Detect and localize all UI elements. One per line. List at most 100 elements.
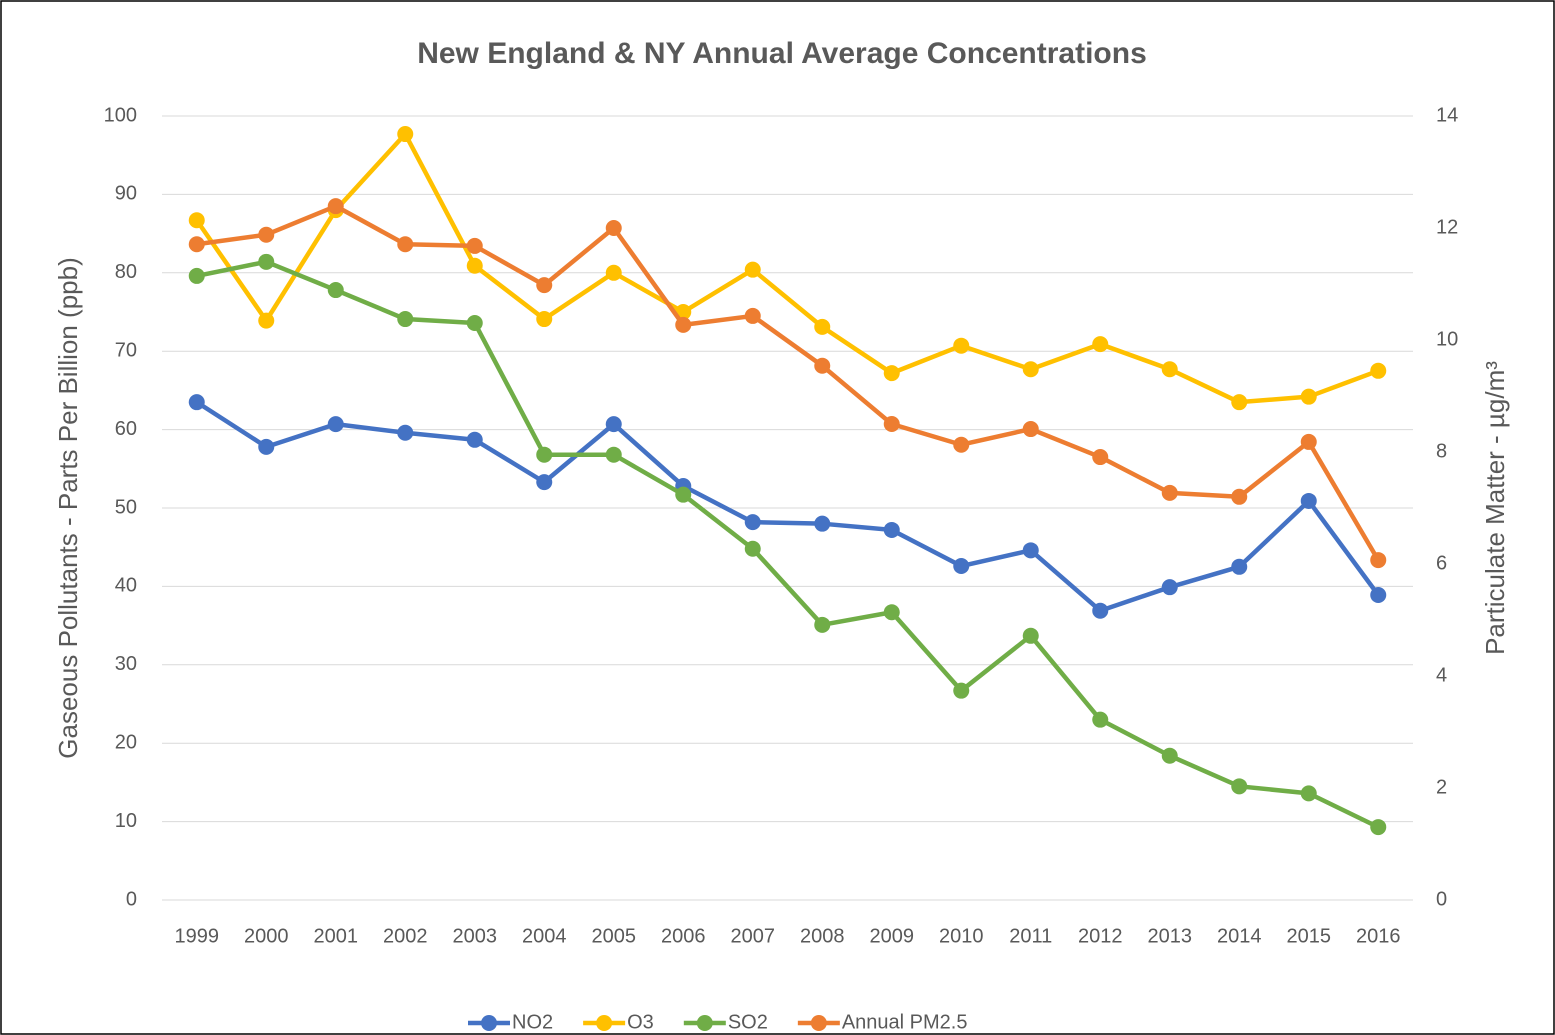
data-point bbox=[188, 212, 205, 229]
data-point bbox=[1022, 542, 1039, 559]
data-point bbox=[1370, 587, 1387, 604]
x-tick-label: 2009 bbox=[870, 925, 915, 947]
y2-tick-label: 8 bbox=[1436, 440, 1447, 462]
data-point bbox=[605, 264, 622, 281]
chart-title: New England & NY Annual Average Concentr… bbox=[417, 37, 1147, 70]
y-tick-label: 90 bbox=[115, 183, 137, 205]
data-point bbox=[397, 311, 414, 328]
legend-marker bbox=[696, 1015, 713, 1031]
data-point bbox=[466, 257, 483, 274]
data-point bbox=[536, 311, 553, 328]
data-point bbox=[1022, 627, 1039, 644]
data-point bbox=[1231, 558, 1248, 575]
data-point bbox=[1231, 488, 1248, 505]
y-tick-label: 60 bbox=[115, 418, 137, 440]
legend-marker bbox=[596, 1015, 613, 1031]
data-point bbox=[188, 394, 205, 411]
data-point bbox=[397, 236, 414, 253]
y-axis-title: Gaseous Pollutants - Parts Per Billion (… bbox=[53, 257, 83, 758]
y-tick-label: 70 bbox=[115, 339, 137, 361]
y-tick-label: 20 bbox=[115, 731, 137, 753]
x-tick-label: 2015 bbox=[1287, 925, 1332, 947]
y2-axis-title: Particulate Matter - µg/m³ bbox=[1480, 361, 1510, 655]
series-line bbox=[196, 203, 1381, 562]
y-tick-label: 30 bbox=[115, 653, 137, 675]
data-point bbox=[744, 540, 761, 557]
data-point bbox=[188, 236, 205, 253]
data-point bbox=[258, 438, 275, 455]
y2-tick-label: 2 bbox=[1436, 776, 1447, 798]
x-tick-label: 2006 bbox=[661, 925, 706, 947]
data-point bbox=[1231, 394, 1248, 411]
y-tick-label: 50 bbox=[115, 496, 137, 518]
data-point bbox=[1370, 552, 1387, 569]
data-point bbox=[1022, 361, 1039, 378]
data-point bbox=[1092, 602, 1109, 619]
x-tick-label: 2014 bbox=[1217, 925, 1262, 947]
y2-tick-label: 4 bbox=[1436, 664, 1447, 686]
series-line bbox=[195, 400, 1381, 613]
data-point bbox=[953, 558, 970, 575]
y-tick-label: 100 bbox=[104, 104, 137, 126]
series-line bbox=[196, 259, 1380, 830]
data-point bbox=[397, 424, 414, 441]
data-point bbox=[953, 436, 970, 453]
legend-label: SO2 bbox=[728, 1011, 768, 1033]
data-point bbox=[883, 604, 900, 621]
data-point bbox=[883, 521, 900, 538]
data-point bbox=[258, 226, 275, 243]
data-point bbox=[1092, 336, 1109, 353]
legend-marker bbox=[481, 1015, 497, 1031]
data-point bbox=[1300, 433, 1317, 450]
series-line bbox=[194, 131, 1380, 405]
data-point bbox=[814, 357, 831, 374]
data-point bbox=[188, 267, 205, 284]
x-tick-label: 2008 bbox=[800, 925, 845, 947]
data-point bbox=[605, 220, 622, 236]
data-point bbox=[1300, 785, 1317, 802]
data-point bbox=[814, 616, 831, 633]
data-point bbox=[744, 514, 761, 531]
data-point bbox=[605, 446, 622, 463]
x-tick-label: 2010 bbox=[939, 925, 984, 947]
data-point bbox=[1092, 711, 1109, 728]
data-point bbox=[327, 416, 344, 433]
y2-tick-label: 12 bbox=[1436, 216, 1458, 238]
x-tick-label: 2001 bbox=[314, 925, 359, 947]
x-tick-label: 2003 bbox=[453, 925, 498, 947]
data-point bbox=[744, 307, 761, 324]
data-point bbox=[1092, 449, 1109, 466]
data-point bbox=[883, 365, 900, 382]
y2-tick-label: 10 bbox=[1436, 328, 1458, 350]
data-point bbox=[675, 486, 692, 503]
data-point bbox=[1161, 579, 1178, 596]
y2-tick-label: 6 bbox=[1436, 552, 1447, 574]
x-tick-label: 2012 bbox=[1078, 925, 1123, 947]
data-point bbox=[883, 416, 900, 432]
data-point bbox=[397, 126, 414, 143]
x-tick-label: 2011 bbox=[1009, 925, 1052, 947]
data-point bbox=[1300, 492, 1317, 509]
data-point bbox=[536, 474, 553, 491]
data-point bbox=[814, 515, 831, 532]
data-point bbox=[466, 237, 483, 254]
y-tick-label: 80 bbox=[115, 261, 137, 283]
legend-label: NO2 bbox=[512, 1011, 553, 1033]
y-tick-label: 40 bbox=[115, 575, 137, 597]
data-point bbox=[327, 282, 344, 299]
data-point bbox=[953, 337, 970, 354]
x-tick-label: 1999 bbox=[175, 925, 220, 947]
data-point bbox=[536, 277, 553, 294]
legend-marker bbox=[810, 1015, 827, 1031]
y-tick-label: 0 bbox=[126, 888, 137, 910]
x-tick-label: 2000 bbox=[244, 925, 289, 947]
data-point bbox=[605, 416, 622, 433]
y2-tick-label: 14 bbox=[1436, 104, 1458, 126]
y-tick-label: 10 bbox=[115, 810, 137, 832]
data-point bbox=[1231, 778, 1248, 795]
data-point bbox=[1370, 819, 1387, 836]
data-point bbox=[466, 431, 483, 448]
data-point bbox=[675, 316, 692, 333]
